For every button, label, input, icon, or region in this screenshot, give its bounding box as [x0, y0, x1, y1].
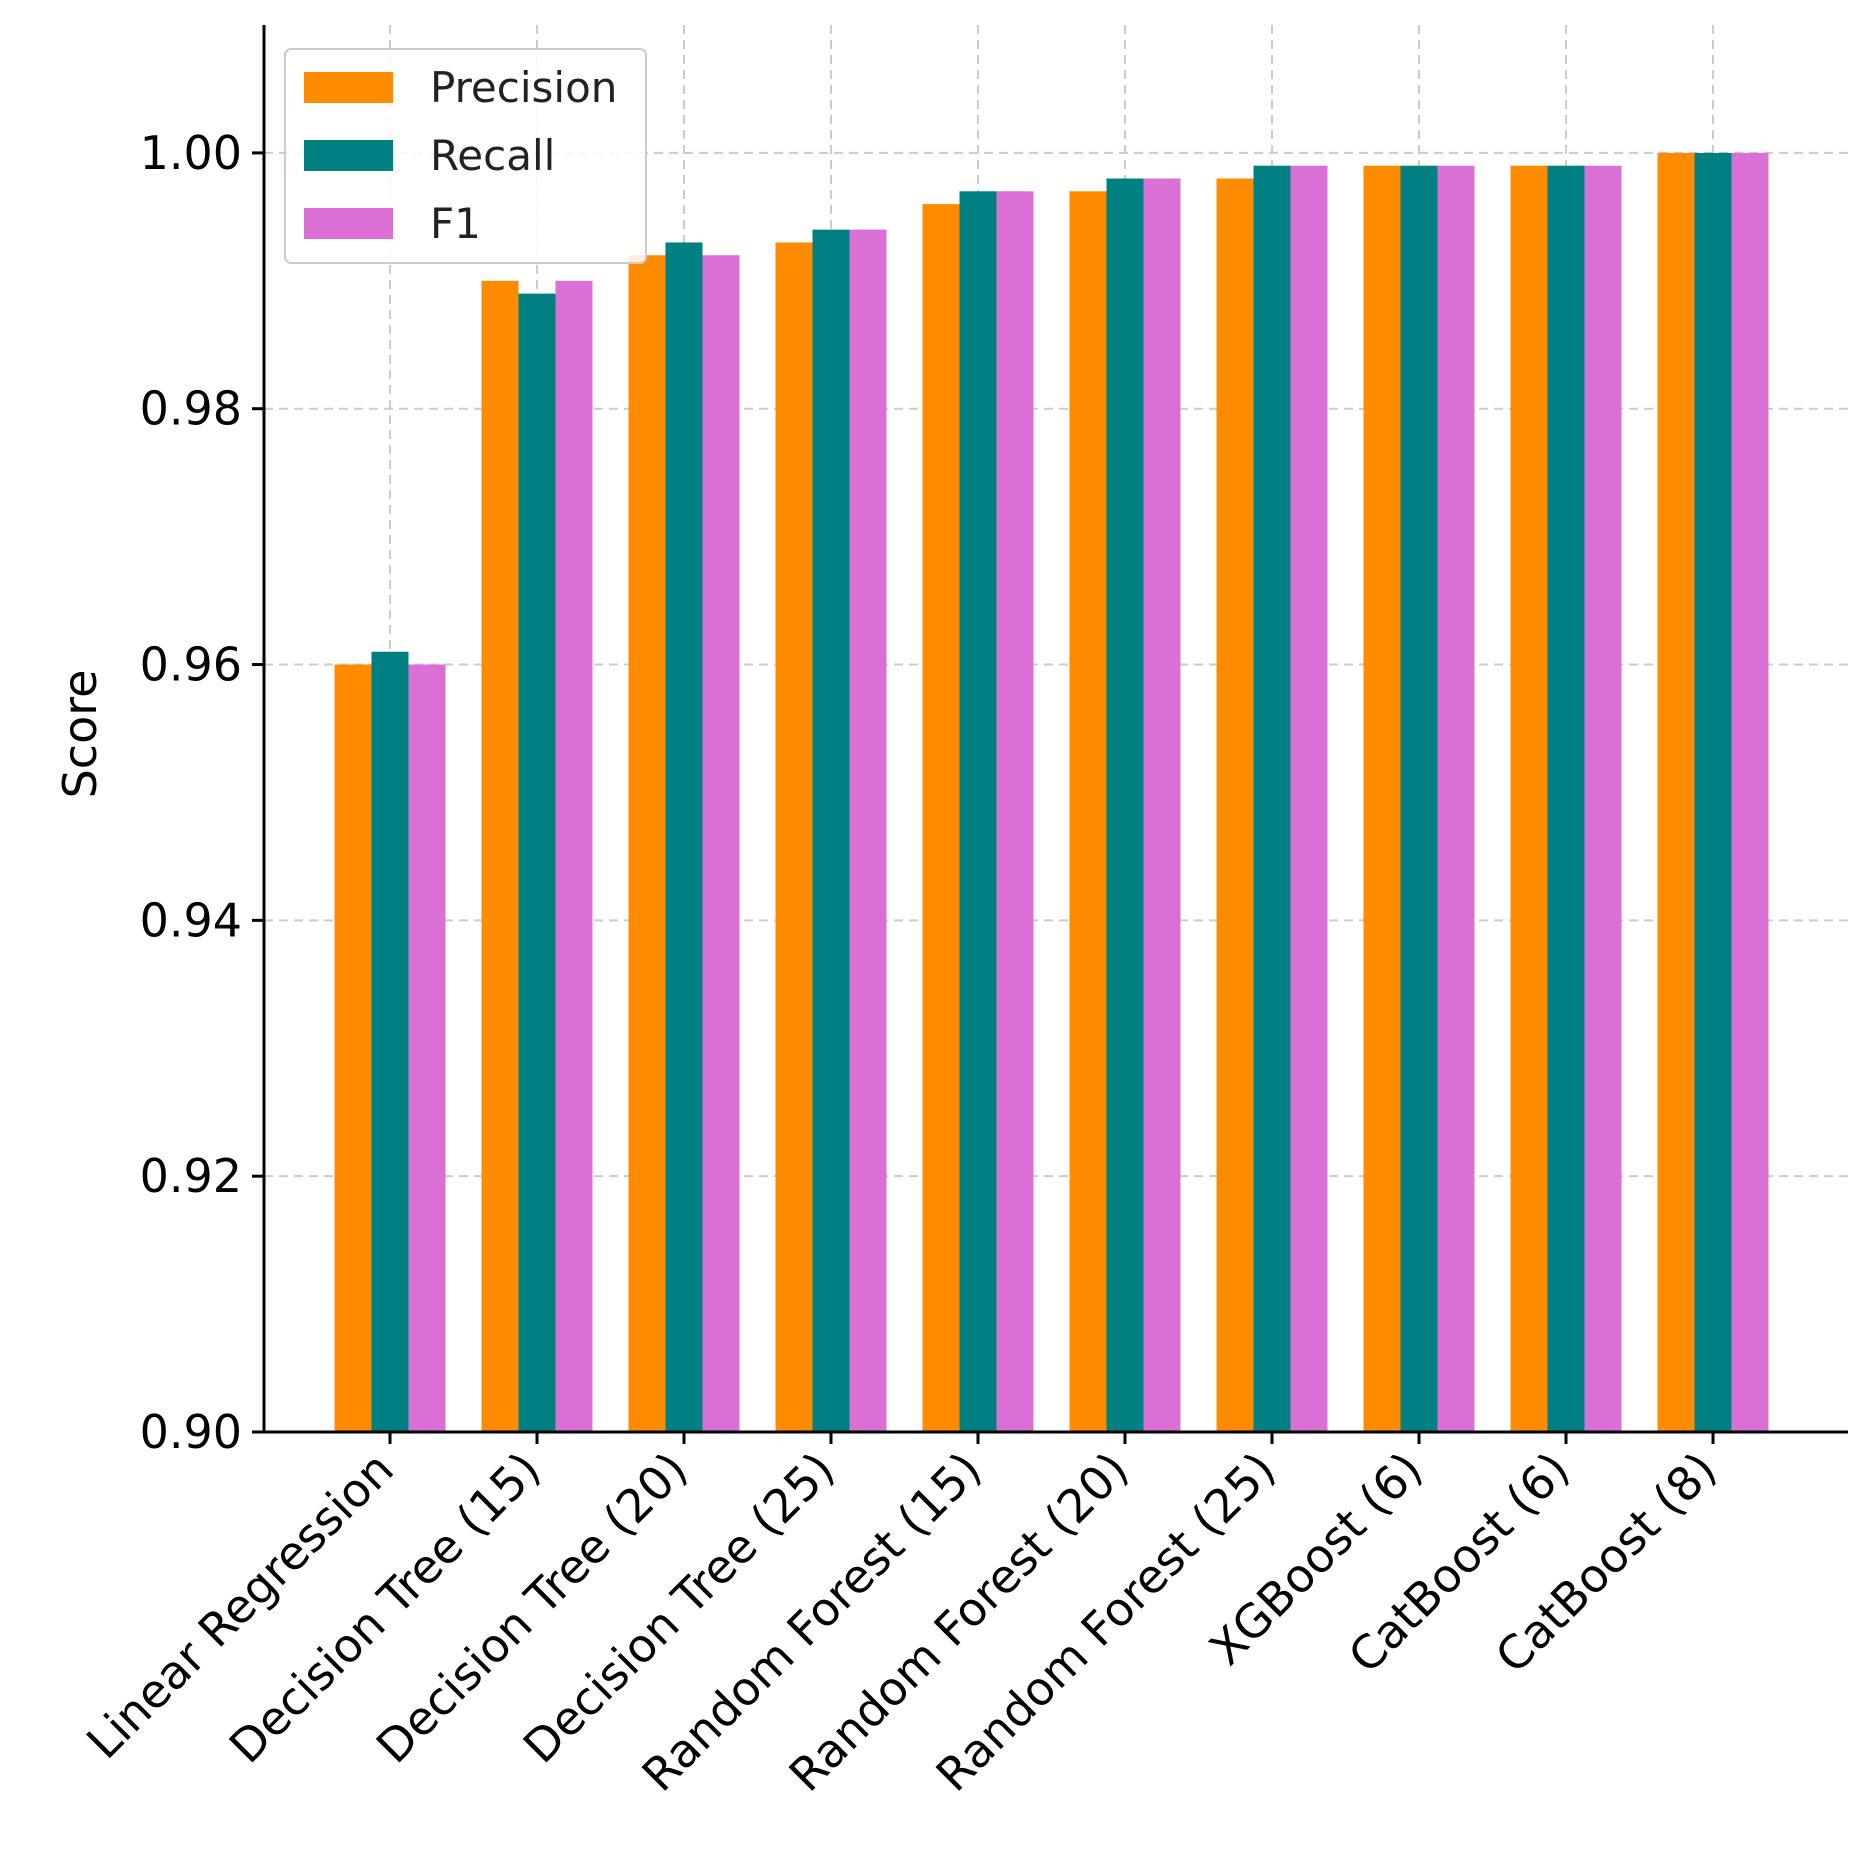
- y-tick-label: 0.90: [140, 1405, 242, 1459]
- bar-precision: [1216, 178, 1254, 1432]
- bar-recall: [812, 229, 850, 1432]
- bar-recall: [959, 191, 997, 1432]
- legend-label-recall: Recall: [430, 131, 555, 180]
- bar-recall: [518, 293, 556, 1432]
- bar-precision: [775, 242, 813, 1433]
- bar-f1: [1731, 152, 1769, 1433]
- legend-label-f1: F1: [430, 199, 481, 248]
- axes: [262, 25, 1848, 1434]
- bar-f1: [1143, 178, 1181, 1432]
- bar-recall: [1400, 165, 1438, 1433]
- bar-f1: [996, 191, 1034, 1432]
- bar-f1: [849, 229, 887, 1432]
- bar-precision: [334, 664, 372, 1432]
- bar-precision: [481, 280, 519, 1433]
- legend-swatch-precision: [304, 72, 393, 103]
- bar-precision: [628, 255, 666, 1433]
- bar-f1: [702, 255, 740, 1433]
- bar-recall: [1253, 165, 1291, 1433]
- bar-recall: [665, 242, 703, 1433]
- y-tick-label: 0.98: [140, 382, 242, 436]
- bar-f1: [1584, 165, 1622, 1433]
- bar-f1: [1290, 165, 1328, 1433]
- y-tick-label: 0.92: [140, 1149, 242, 1203]
- bar-precision: [922, 204, 960, 1432]
- bar-recall: [371, 651, 409, 1432]
- bar-f1: [408, 664, 446, 1432]
- y-ticks: 0.90 0.92 0.94 0.96 0.98 1.00: [140, 126, 264, 1459]
- bar-precision: [1363, 165, 1401, 1433]
- legend-swatch-recall: [304, 140, 393, 171]
- bars: [334, 152, 1769, 1433]
- bar-f1: [555, 280, 593, 1433]
- legend-swatch-f1: [304, 208, 393, 239]
- bar-recall: [1547, 165, 1585, 1433]
- bar-precision: [1657, 152, 1695, 1433]
- bar-recall: [1694, 152, 1732, 1433]
- y-tick-label: 0.94: [140, 893, 242, 947]
- bar-precision: [1510, 165, 1548, 1433]
- bar-recall: [1106, 178, 1144, 1432]
- legend-label-precision: Precision: [430, 63, 617, 112]
- y-tick-label: 0.96: [140, 638, 242, 692]
- bar-f1: [1437, 165, 1475, 1433]
- legend: Precision Recall F1: [284, 48, 647, 264]
- bar-precision: [1069, 191, 1107, 1432]
- y-axis-title: Score: [53, 670, 107, 799]
- y-tick-label: 1.00: [140, 126, 242, 180]
